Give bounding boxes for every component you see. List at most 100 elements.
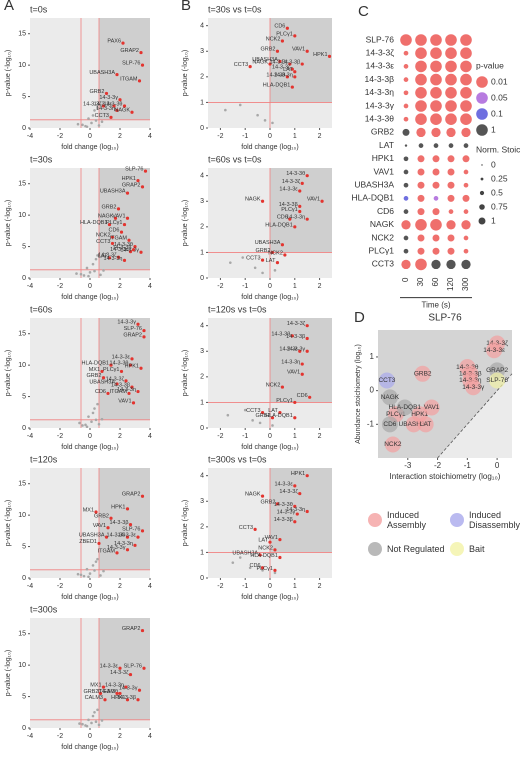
- point-label: ITGAM: [110, 389, 128, 395]
- legend-label: 1: [491, 215, 496, 225]
- y-tick-label: 0: [22, 575, 26, 582]
- data-point: [133, 543, 137, 547]
- point-label: SLP-76: [122, 526, 140, 532]
- point-label: HLA-DQB1: [389, 404, 422, 411]
- data-point: [100, 120, 104, 124]
- point-label: 14-3-3ε: [118, 533, 137, 539]
- data-point: [122, 222, 127, 227]
- y-tick-label: 0: [22, 125, 26, 132]
- data-point: [305, 509, 309, 514]
- data-point: [94, 418, 98, 422]
- row-label: HLA-DQB1: [351, 193, 394, 203]
- point-label: HLA-DQB1: [263, 83, 291, 89]
- legend-swatch: [480, 177, 484, 181]
- data-point: [125, 216, 130, 220]
- dot: [433, 196, 439, 201]
- data-point: [116, 207, 121, 211]
- data-point: [110, 235, 115, 239]
- point-label: PLCγ1: [276, 31, 293, 37]
- data-point: [101, 685, 106, 689]
- point-label: HPK1: [313, 52, 327, 58]
- data-point: [101, 104, 106, 108]
- dot: [445, 73, 457, 86]
- x-tick-label: 0: [268, 283, 272, 290]
- panel-letter: A: [4, 0, 14, 14]
- x-axis-label: fold change (log₁₀): [241, 294, 298, 301]
- data-point: [268, 62, 272, 66]
- data-point: [305, 174, 309, 178]
- data-point: [87, 415, 90, 418]
- dot: [445, 100, 457, 112]
- dot: [403, 169, 409, 175]
- x-tick-label: -4: [27, 283, 33, 290]
- dot: [404, 144, 408, 147]
- data-point: [238, 103, 242, 107]
- data-point: [305, 474, 309, 478]
- point-label: 14-3-3γ: [99, 95, 118, 101]
- data-point: [137, 688, 142, 692]
- x-tick-label: 2: [118, 433, 122, 440]
- point-label: HLA-DQB1: [265, 222, 293, 228]
- point-label: CCT3: [234, 62, 248, 68]
- point-label: 14-3-3ε: [269, 59, 288, 65]
- dot: [460, 73, 472, 86]
- data-point: [76, 572, 80, 576]
- data-point: [91, 262, 95, 266]
- point-label: NCK2: [384, 441, 402, 448]
- data-point: [241, 256, 245, 259]
- data-point: [139, 366, 143, 370]
- dot: [432, 155, 440, 163]
- x-tick-label: -2: [57, 733, 63, 740]
- dot: [415, 73, 427, 86]
- data-point: [308, 395, 312, 399]
- y-tick-label: 4: [200, 23, 204, 30]
- data-point: [130, 385, 134, 389]
- y-tick-label: 3: [200, 498, 204, 505]
- data-point: [381, 389, 398, 406]
- data-point: [133, 244, 137, 249]
- dot: [432, 168, 440, 176]
- dot: [415, 34, 427, 46]
- x-tick-label: -2: [57, 133, 63, 140]
- legend-label: 0.25: [491, 173, 508, 183]
- legend-label: Induced Disassembly: [469, 510, 520, 530]
- data-point: [275, 261, 280, 265]
- x-tick-label: 2: [318, 583, 322, 590]
- significant-region: [270, 168, 332, 253]
- data-point: [102, 269, 105, 272]
- point-label: UBASH3A: [252, 57, 278, 63]
- data-point: [137, 79, 142, 83]
- point-label: VAV1: [292, 47, 305, 53]
- point-label: 14-3-3η: [96, 106, 115, 112]
- dot: [430, 219, 442, 231]
- point-label: 14-3-3ζ: [98, 253, 117, 259]
- data-point: [97, 723, 101, 727]
- row-label: 14-3-3γ: [365, 100, 395, 110]
- data-point: [298, 189, 302, 193]
- y-tick-label: 10: [18, 512, 26, 519]
- row-label: NAGK: [370, 219, 394, 229]
- dot: [432, 208, 440, 216]
- x-tick-label: 4: [148, 583, 152, 590]
- point-label: GRAP2: [122, 182, 141, 188]
- point-label: LAT: [258, 538, 268, 544]
- dot: [415, 219, 427, 231]
- point-label: UBASH3A: [399, 421, 430, 428]
- y-axis-label: p-value (-log₁₀): [182, 50, 189, 97]
- point-label: NCK2: [258, 545, 273, 551]
- x-tick-label: -2: [57, 583, 63, 590]
- x-tick-label: 1: [293, 433, 297, 440]
- dot: [430, 113, 442, 125]
- row-label: CD6: [377, 206, 394, 216]
- row-label: 14-3-3η: [365, 87, 395, 97]
- data-point: [81, 123, 84, 127]
- legend-label: 0: [491, 159, 496, 169]
- point-label: MX1: [83, 507, 94, 513]
- data-point: [273, 568, 277, 572]
- point-label: 14-3-3ε: [483, 347, 505, 354]
- x-tick-label: 4: [148, 283, 152, 290]
- significant-region: [99, 18, 150, 120]
- x-tick-label: -2: [217, 283, 223, 290]
- data-point: [130, 110, 134, 114]
